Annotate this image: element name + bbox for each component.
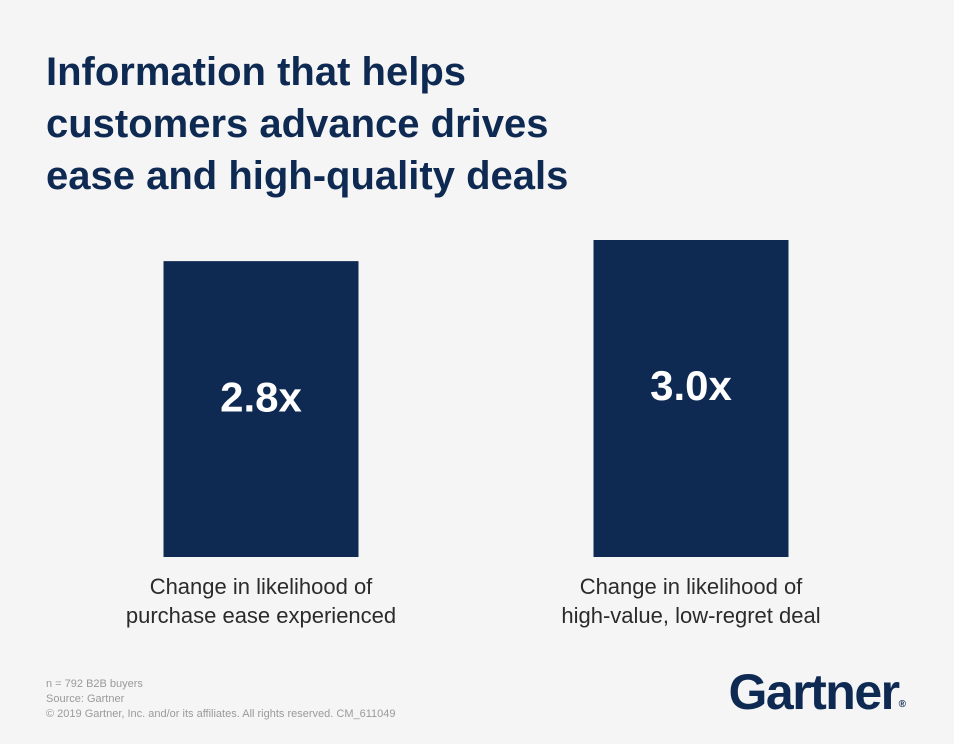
category-label-line: Change in likelihood of [149, 574, 373, 599]
category-label-high-value-deal: Change in likelihood of high-value, low-… [511, 572, 871, 630]
category-label-line: high-value, low-regret deal [561, 603, 821, 628]
logo-wordmark: Gartner [728, 664, 901, 720]
category-label-line: purchase ease experienced [125, 603, 397, 628]
footnotes: n = 792 B2B buyers Source: Gartner © 201… [46, 677, 396, 722]
category-label-purchase-ease: Change in likelihood of purchase ease ex… [81, 572, 441, 630]
chart-title: Information that helps customers advance… [46, 46, 746, 202]
footnote-sample-size: n = 792 B2B buyers [46, 678, 143, 690]
bar-1 [163, 261, 359, 557]
category-label-line: Change in likelihood of [579, 574, 803, 599]
gartner-logo: Gartner® [729, 664, 907, 735]
registered-mark: ® [898, 699, 906, 710]
bar-value-label-2: 3.0x [650, 362, 732, 409]
bar-value-label-1: 2.8x [220, 373, 302, 420]
footnote-source: Source: Gartner [46, 693, 125, 705]
title-line: Information that helps [46, 50, 466, 94]
title-line: ease and high-quality deals [46, 154, 569, 198]
title-line: customers advance drives [46, 102, 549, 146]
footnote-copyright: © 2019 Gartner, Inc. and/or its affiliat… [46, 708, 396, 720]
bar-2 [593, 240, 789, 557]
